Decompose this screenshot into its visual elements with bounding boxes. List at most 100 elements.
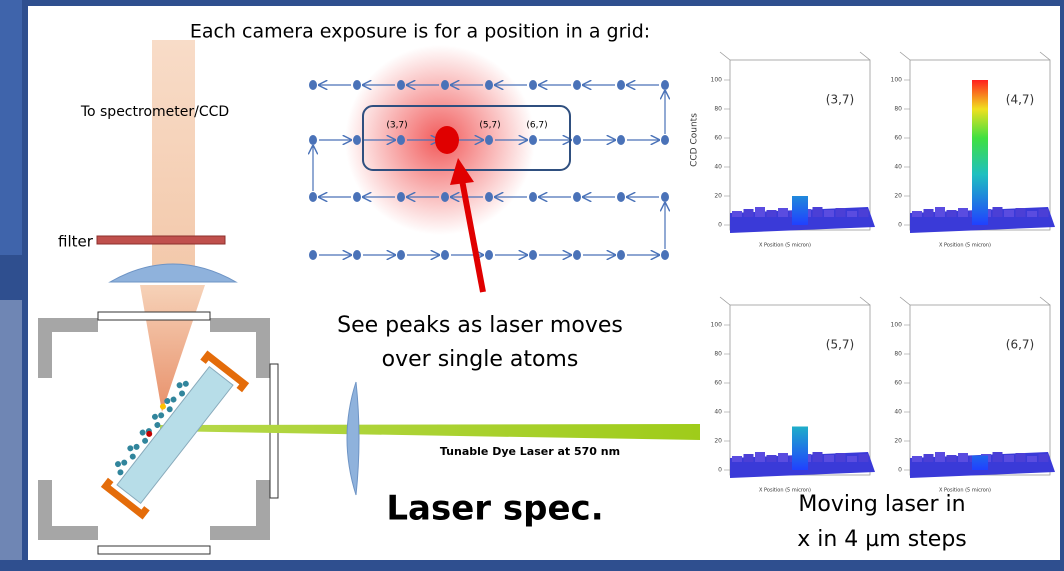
grid-point — [441, 250, 449, 260]
grid-point — [661, 135, 669, 145]
grid-point — [397, 250, 405, 260]
floor-bin — [924, 454, 934, 462]
y-tick-label: 100 — [711, 322, 723, 329]
side-panel — [0, 300, 22, 560]
y-tick-label: 100 — [891, 322, 903, 329]
y-tick-label: 0 — [898, 467, 902, 474]
floor-bin — [912, 211, 922, 217]
grid-point — [617, 80, 625, 90]
floor-bin — [778, 208, 788, 217]
x-axis-title: X Position (5 micron) — [759, 243, 811, 249]
caption-line: x in 4 µm steps — [797, 527, 967, 552]
y-tick-label: 80 — [894, 106, 902, 113]
floor-bin — [813, 207, 823, 217]
y-tick-label: 20 — [894, 193, 902, 200]
floor-bin — [847, 456, 857, 462]
floor-bin — [744, 209, 754, 217]
y-tick-label: 40 — [894, 409, 902, 416]
floor-bin — [836, 208, 846, 217]
grid-point — [617, 135, 625, 145]
floor-bin — [755, 207, 765, 217]
grid-point — [397, 192, 405, 202]
y-tick-label: 60 — [894, 380, 902, 387]
grid-point — [661, 80, 669, 90]
y-tick-label: 60 — [714, 380, 722, 387]
floor-bin — [947, 210, 957, 217]
panel-label: (3,7) — [826, 93, 854, 107]
floor-bin — [1016, 453, 1026, 462]
grid-point — [573, 80, 581, 90]
laser-spot — [435, 126, 459, 154]
floor-bin — [836, 453, 846, 462]
grid-label: (3,7) — [386, 121, 407, 131]
grid-point — [485, 250, 493, 260]
x-axis-title: X Position (5 micron) — [759, 488, 811, 494]
panel-label: (4,7) — [1006, 93, 1034, 107]
method-label: Laser spec. — [386, 489, 603, 529]
peak-bar — [792, 196, 808, 225]
y-tick-label: 20 — [714, 193, 722, 200]
y-tick-label: 0 — [898, 222, 902, 229]
grid-point — [573, 192, 581, 202]
y-tick-label: 80 — [714, 351, 722, 358]
y-tick-label: 0 — [718, 467, 722, 474]
floor-bin — [1004, 455, 1014, 462]
grid-point — [529, 80, 537, 90]
y-tick-label: 60 — [894, 135, 902, 142]
side-panel — [0, 0, 22, 255]
floor-bin — [847, 211, 857, 217]
panel-label: (6,7) — [1006, 338, 1034, 352]
grid-point — [309, 135, 317, 145]
floor-bin — [767, 455, 777, 462]
y-tick-label: 100 — [711, 77, 723, 84]
y-tick-label: 0 — [718, 222, 722, 229]
grid-point — [309, 192, 317, 202]
floor-bin — [924, 209, 934, 217]
floor-bin — [813, 452, 823, 462]
grid-point — [485, 192, 493, 202]
floor-bin — [1027, 211, 1037, 217]
floor-bin — [859, 209, 869, 217]
grid-label: (6,7) — [526, 121, 547, 131]
grid-point — [661, 250, 669, 260]
window — [98, 312, 210, 320]
grid-point — [617, 250, 625, 260]
filter — [97, 236, 225, 244]
grid-point — [661, 192, 669, 202]
grid-point — [441, 192, 449, 202]
y-tick-label: 20 — [894, 438, 902, 445]
grid-point — [353, 192, 361, 202]
grid-point — [529, 250, 537, 260]
floor-bin — [1039, 209, 1049, 217]
floor-bin — [767, 210, 777, 217]
laser-label: Tunable Dye Laser at 570 nm — [440, 445, 620, 458]
floor-bin — [824, 455, 834, 462]
floor-bin — [744, 454, 754, 462]
grid-point — [441, 80, 449, 90]
grid-point — [309, 80, 317, 90]
caption-line: Moving laser in — [798, 492, 965, 517]
y-tick-label: 20 — [714, 438, 722, 445]
floor-bin — [1027, 456, 1037, 462]
y-tick-label: 40 — [714, 409, 722, 416]
detector-label: To spectrometer/CCD — [80, 104, 229, 120]
grid-point — [397, 80, 405, 90]
floor-bin — [912, 456, 922, 462]
grid-point — [573, 135, 581, 145]
floor-bin — [755, 452, 765, 462]
slide: (3,7) (5,7) (6,7) Each camera exposure i… — [0, 0, 1064, 567]
floor-bin — [993, 452, 1003, 462]
floor-bin — [732, 211, 742, 217]
floor-bin — [958, 208, 968, 217]
floor-bin — [1039, 454, 1049, 462]
floor-bin — [1016, 208, 1026, 217]
note-line: See peaks as laser moves — [337, 313, 623, 338]
y-tick-label: 40 — [714, 164, 722, 171]
grid-point — [397, 135, 405, 145]
y-tick-label: 40 — [894, 164, 902, 171]
floor-bin — [947, 455, 957, 462]
y-axis-title: CCD Counts — [690, 113, 700, 167]
grid-point — [529, 192, 537, 202]
floor-bin — [1004, 210, 1014, 217]
grid-point — [353, 80, 361, 90]
